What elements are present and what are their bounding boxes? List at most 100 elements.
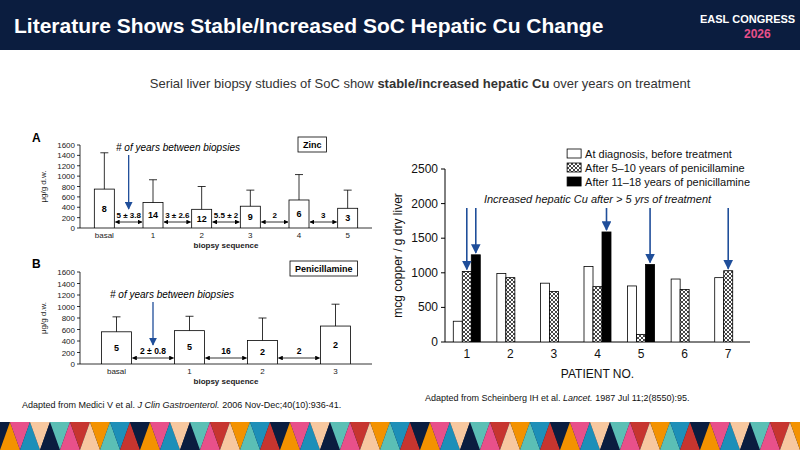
bar bbox=[628, 286, 637, 342]
interval-arrow bbox=[206, 358, 247, 359]
bar bbox=[724, 271, 733, 342]
tick-label: 0 bbox=[431, 335, 438, 349]
tick bbox=[77, 295, 80, 296]
interval-arrow bbox=[213, 222, 240, 223]
bar bbox=[680, 289, 689, 342]
y-axis-title: μg/g d.w. bbox=[39, 302, 48, 334]
patient-chart: 050010001500200025001234567PATIENT NO.mc… bbox=[391, 148, 750, 381]
bar bbox=[471, 255, 480, 342]
bars bbox=[453, 232, 732, 342]
annotation-arrow bbox=[152, 302, 153, 345]
tick bbox=[441, 238, 445, 239]
category-label: 7 bbox=[725, 347, 732, 361]
interval-label: 3 ± 2.6 bbox=[165, 211, 190, 220]
legend-label: After 5–10 years of penicillamine bbox=[585, 162, 745, 174]
tick-label: 600 bbox=[62, 326, 76, 335]
tick-label: 2000 bbox=[411, 197, 438, 211]
caption-part: 1987 Jul 11;2(8550):95. bbox=[595, 393, 689, 403]
subtitle-part: over years on treatment bbox=[553, 76, 691, 91]
bar bbox=[637, 334, 646, 342]
category-label: 1 bbox=[151, 231, 156, 240]
category-label: 3 bbox=[333, 367, 338, 376]
tick bbox=[441, 169, 445, 170]
tick-label: 800 bbox=[62, 183, 76, 192]
caption-part: Lancet. bbox=[563, 393, 593, 403]
panel-title: Zinc bbox=[303, 140, 322, 150]
bar bbox=[321, 326, 351, 364]
error-bar bbox=[259, 318, 267, 340]
category-label: 1 bbox=[187, 367, 192, 376]
caption-part: Adapted from Medici V et al. bbox=[22, 400, 135, 410]
panel-B: 020040060080010001200140016005522basal12… bbox=[32, 257, 372, 386]
category-label: 2 bbox=[507, 347, 514, 361]
caption-part: J Clin Gastroenterol. bbox=[137, 400, 220, 410]
count-label: 12 bbox=[197, 214, 207, 224]
category-label: 2 bbox=[260, 367, 265, 376]
bar bbox=[593, 287, 602, 342]
tick-label: 1200 bbox=[57, 162, 75, 171]
error-bar bbox=[246, 190, 254, 206]
annotation-arrow bbox=[606, 208, 608, 230]
bar bbox=[94, 189, 114, 228]
annotation-arrow bbox=[727, 208, 729, 269]
count-label: 2 bbox=[260, 347, 265, 357]
category-label: 2 bbox=[199, 231, 204, 240]
category-label: 5 bbox=[345, 231, 350, 240]
panel-A: 0200400600800100012001400160081412963bas… bbox=[32, 131, 372, 250]
tick bbox=[441, 342, 445, 343]
interval-arrow bbox=[261, 222, 288, 223]
tick-label: 600 bbox=[62, 193, 76, 202]
footer-strip bbox=[0, 422, 800, 450]
tick-label: 0 bbox=[71, 224, 76, 233]
bar bbox=[497, 273, 506, 342]
interval-label: 2 bbox=[297, 346, 302, 356]
interval-label: 2 ± 0.8 bbox=[140, 346, 166, 356]
tick bbox=[77, 272, 80, 273]
tick-label: 800 bbox=[62, 314, 76, 323]
tick bbox=[441, 203, 445, 204]
tick bbox=[77, 341, 80, 342]
tick-label: 500 bbox=[418, 300, 438, 314]
tick-label: 1400 bbox=[57, 151, 75, 160]
tick bbox=[441, 307, 445, 308]
category-label: 1 bbox=[463, 347, 470, 361]
tick bbox=[77, 318, 80, 319]
tick bbox=[77, 165, 80, 166]
bar bbox=[462, 271, 471, 342]
tick bbox=[77, 186, 80, 187]
tick bbox=[441, 272, 445, 273]
panel-title: Penicillamine bbox=[295, 264, 353, 274]
tick-label: 400 bbox=[62, 337, 76, 346]
tick bbox=[77, 306, 80, 307]
count-label: 14 bbox=[148, 210, 158, 220]
tick-label: 0 bbox=[71, 360, 76, 369]
category-label: 3 bbox=[551, 347, 558, 361]
error-bar bbox=[332, 304, 340, 326]
tick bbox=[77, 329, 80, 330]
tick-label: 200 bbox=[62, 349, 76, 358]
footer-shape bbox=[790, 422, 800, 450]
legend-label: After 11–18 years of penicillamine bbox=[585, 176, 750, 188]
tick bbox=[77, 145, 80, 146]
x-axis-title: biopsy sequence bbox=[194, 241, 259, 250]
error-bar bbox=[186, 316, 194, 330]
error-bar bbox=[198, 187, 206, 210]
tick-label: 1500 bbox=[411, 231, 438, 245]
legend-swatch bbox=[567, 163, 581, 172]
interval-label: 2 bbox=[272, 211, 277, 220]
bar bbox=[453, 321, 462, 342]
bars bbox=[102, 304, 351, 364]
x-axis bbox=[80, 228, 372, 229]
tick bbox=[77, 217, 80, 218]
error-bar bbox=[295, 175, 303, 200]
category-label: 6 bbox=[681, 347, 688, 361]
y-axis-title: mcg copper / g dry liver bbox=[391, 193, 405, 318]
count-label: 8 bbox=[102, 204, 107, 214]
annotation: Increased hepatic Cu after > 5 yrs of tr… bbox=[484, 193, 712, 205]
count-label: 2 bbox=[333, 340, 338, 350]
interval-arrow bbox=[164, 222, 191, 223]
tick-label: 1000 bbox=[57, 172, 75, 181]
count-label: 3 bbox=[345, 213, 350, 223]
tick-label: 1200 bbox=[57, 291, 75, 300]
interval-label: 3 bbox=[321, 211, 326, 220]
